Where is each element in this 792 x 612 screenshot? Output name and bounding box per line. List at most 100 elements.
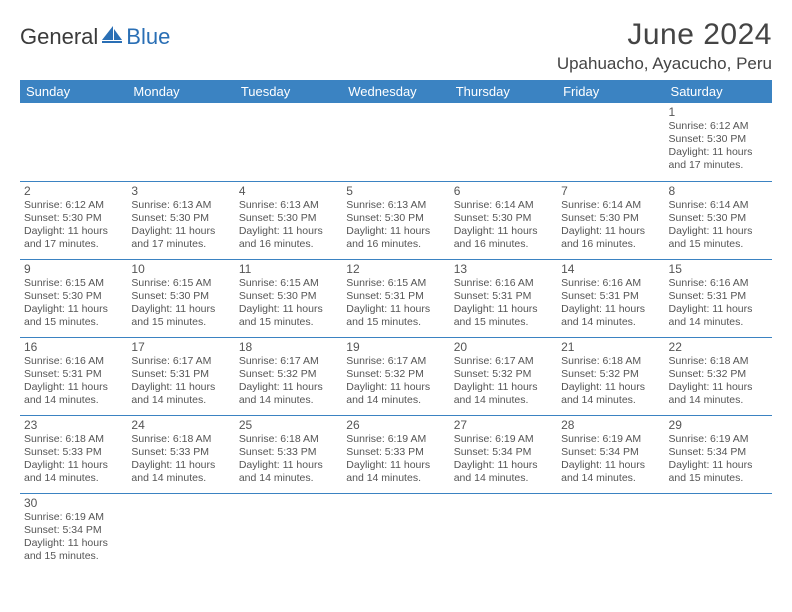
day-number: 29 [669,418,768,432]
calendar-row: 16Sunrise: 6:16 AMSunset: 5:31 PMDayligh… [20,337,772,415]
calendar-row: 2Sunrise: 6:12 AMSunset: 5:30 PMDaylight… [20,181,772,259]
calendar-cell-empty [665,493,772,571]
calendar-cell-empty [235,493,342,571]
calendar-cell: 11Sunrise: 6:15 AMSunset: 5:30 PMDayligh… [235,259,342,337]
day-info: Sunrise: 6:17 AMSunset: 5:31 PMDaylight:… [131,355,230,408]
calendar-cell: 1Sunrise: 6:12 AMSunset: 5:30 PMDaylight… [665,103,772,181]
calendar-cell: 26Sunrise: 6:19 AMSunset: 5:33 PMDayligh… [342,415,449,493]
calendar-cell: 7Sunrise: 6:14 AMSunset: 5:30 PMDaylight… [557,181,664,259]
calendar-row: 23 Sunrise: 6:18 AMSunset: 5:33 PMDayligh… [20,415,772,493]
day-info: Sunrise: 6:13 AMSunset: 5:30 PMDaylight:… [239,199,338,252]
day-number: 3 [131,184,230,198]
day-info: Sunrise: 6:19 AMSunset: 5:34 PMDaylight:… [561,433,660,486]
calendar-cell: 15Sunrise: 6:16 AMSunset: 5:31 PMDayligh… [665,259,772,337]
day-info: Sunrise: 6:14 AMSunset: 5:30 PMDaylight:… [454,199,553,252]
calendar-cell: 22Sunrise: 6:18 AMSunset: 5:32 PMDayligh… [665,337,772,415]
day-number: 14 [561,262,660,276]
header: General Blue June 2024 Upahuacho, Ayacuc… [20,18,772,74]
day-info: Sunrise: 6:17 AMSunset: 5:32 PMDaylight:… [346,355,445,408]
month-title: June 2024 [557,18,772,52]
day-info: Sunrise: 6:13 AMSunset: 5:30 PMDaylight:… [346,199,445,252]
day-info: Sunrise: 6:19 AMSunset: 5:34 PMDaylight:… [454,433,553,486]
weekday-header: Sunday [20,80,127,103]
day-info: Sunrise: 6:15 AMSunset: 5:30 PMDaylight:… [239,277,338,330]
day-info: Sunrise: 6:12 AMSunset: 5:30 PMDaylight:… [669,120,768,173]
day-info: Sunrise: 6:18 AMSunset: 5:33 PMDaylight:… [239,433,338,486]
calendar-cell: 8Sunrise: 6:14 AMSunset: 5:30 PMDaylight… [665,181,772,259]
calendar-cell: 4Sunrise: 6:13 AMSunset: 5:30 PMDaylight… [235,181,342,259]
calendar-cell: 27Sunrise: 6:19 AMSunset: 5:34 PMDayligh… [450,415,557,493]
day-number: 8 [669,184,768,198]
day-number: 16 [24,340,123,354]
day-number: 13 [454,262,553,276]
day-number: 30 [24,496,123,510]
weekday-header: Friday [557,80,664,103]
calendar-cell: 2Sunrise: 6:12 AMSunset: 5:30 PMDaylight… [20,181,127,259]
calendar-cell-empty [450,493,557,571]
day-number: 19 [346,340,445,354]
day-info: Sunrise: 6:14 AMSunset: 5:30 PMDaylight:… [669,199,768,252]
day-info: Sunrise: 6:19 AMSunset: 5:34 PMDaylight:… [24,511,123,564]
logo-text-general: General [20,24,98,50]
calendar-cell: 19Sunrise: 6:17 AMSunset: 5:32 PMDayligh… [342,337,449,415]
day-number: 4 [239,184,338,198]
day-number: 27 [454,418,553,432]
calendar-table: SundayMondayTuesdayWednesdayThursdayFrid… [20,80,772,571]
calendar-cell: 6Sunrise: 6:14 AMSunset: 5:30 PMDaylight… [450,181,557,259]
day-info: Sunrise: 6:15 AMSunset: 5:30 PMDaylight:… [131,277,230,330]
calendar-body: 1Sunrise: 6:12 AMSunset: 5:30 PMDaylight… [20,103,772,571]
day-info: Sunrise: 6:17 AMSunset: 5:32 PMDaylight:… [454,355,553,408]
day-number: 11 [239,262,338,276]
calendar-cell: 23Sunrise: 6:18 AMSunset: 5:33 PMDayligh… [20,415,127,493]
logo: General Blue [20,18,170,50]
calendar-cell: 25Sunrise: 6:18 AMSunset: 5:33 PMDayligh… [235,415,342,493]
day-number: 2 [24,184,123,198]
day-number: 28 [561,418,660,432]
day-number: 6 [454,184,553,198]
day-info: Sunrise: 6:16 AMSunset: 5:31 PMDaylight:… [24,355,123,408]
day-info: Sunrise: 6:15 AMSunset: 5:30 PMDaylight:… [24,277,123,330]
day-info: Sunrise: 6:18 AMSunset: 5:33 PMDaylight:… [131,433,230,486]
day-number: 21 [561,340,660,354]
day-number: 25 [239,418,338,432]
calendar-cell: 10Sunrise: 6:15 AMSunset: 5:30 PMDayligh… [127,259,234,337]
day-info: Sunrise: 6:16 AMSunset: 5:31 PMDaylight:… [454,277,553,330]
calendar-cell-empty [342,493,449,571]
calendar-cell-empty [557,103,664,181]
calendar-cell-empty [127,103,234,181]
calendar-cell: 29Sunrise: 6:19 AMSunset: 5:34 PMDayligh… [665,415,772,493]
calendar-cell: 12Sunrise: 6:15 AMSunset: 5:31 PMDayligh… [342,259,449,337]
day-number: 23 [24,418,123,432]
weekday-header: Wednesday [342,80,449,103]
calendar-cell: 21Sunrise: 6:18 AMSunset: 5:32 PMDayligh… [557,337,664,415]
day-info: Sunrise: 6:19 AMSunset: 5:33 PMDaylight:… [346,433,445,486]
day-number: 24 [131,418,230,432]
calendar-cell: 17Sunrise: 6:17 AMSunset: 5:31 PMDayligh… [127,337,234,415]
weekday-header: Saturday [665,80,772,103]
calendar-cell-empty [557,493,664,571]
day-number: 1 [669,105,768,119]
calendar-cell: 13Sunrise: 6:16 AMSunset: 5:31 PMDayligh… [450,259,557,337]
day-info: Sunrise: 6:13 AMSunset: 5:30 PMDaylight:… [131,199,230,252]
calendar-cell: 16Sunrise: 6:16 AMSunset: 5:31 PMDayligh… [20,337,127,415]
calendar-row: 1Sunrise: 6:12 AMSunset: 5:30 PMDaylight… [20,103,772,181]
day-number: 20 [454,340,553,354]
calendar-cell: 24Sunrise: 6:18 AMSunset: 5:33 PMDayligh… [127,415,234,493]
day-info: Sunrise: 6:16 AMSunset: 5:31 PMDaylight:… [669,277,768,330]
calendar-cell: 18Sunrise: 6:17 AMSunset: 5:32 PMDayligh… [235,337,342,415]
day-number: 26 [346,418,445,432]
calendar-cell: 20Sunrise: 6:17 AMSunset: 5:32 PMDayligh… [450,337,557,415]
calendar-cell: 28Sunrise: 6:19 AMSunset: 5:34 PMDayligh… [557,415,664,493]
calendar-cell-empty [235,103,342,181]
location: Upahuacho, Ayacucho, Peru [557,54,772,74]
day-info: Sunrise: 6:19 AMSunset: 5:34 PMDaylight:… [669,433,768,486]
calendar-cell-empty [450,103,557,181]
calendar-cell-empty [342,103,449,181]
calendar-cell: 14Sunrise: 6:16 AMSunset: 5:31 PMDayligh… [557,259,664,337]
day-number: 15 [669,262,768,276]
weekday-header: Thursday [450,80,557,103]
calendar-cell: 5Sunrise: 6:13 AMSunset: 5:30 PMDaylight… [342,181,449,259]
day-number: 5 [346,184,445,198]
day-info: Sunrise: 6:14 AMSunset: 5:30 PMDaylight:… [561,199,660,252]
logo-text-blue: Blue [126,24,170,50]
